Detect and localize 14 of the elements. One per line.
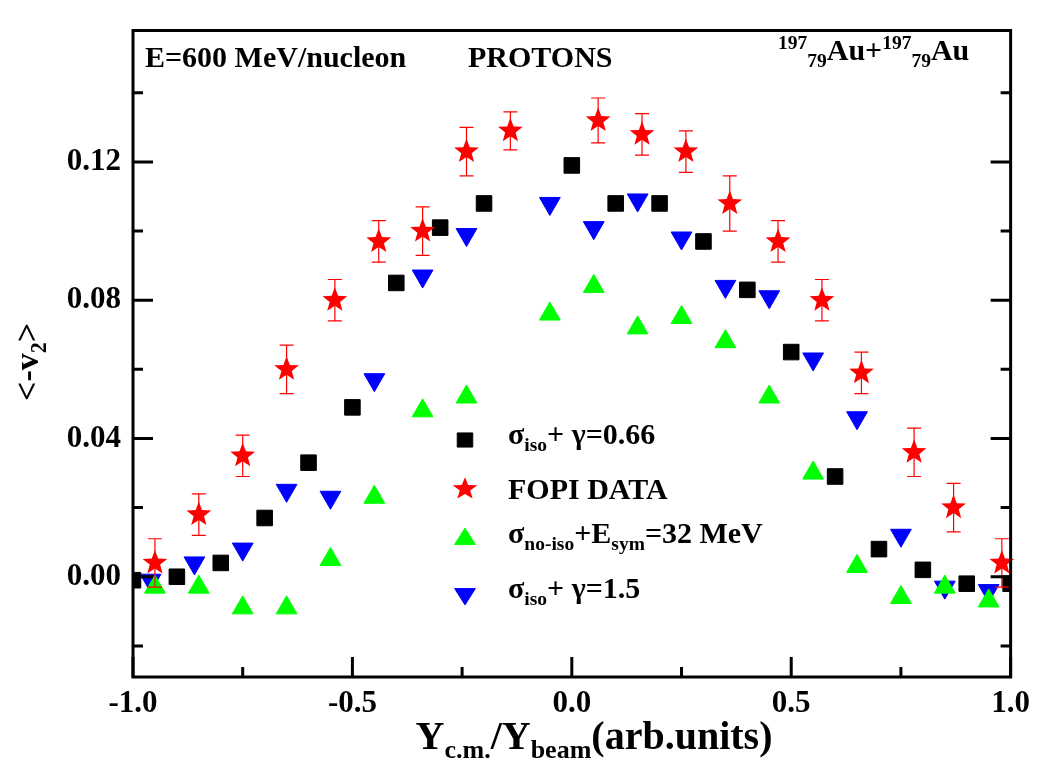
annotation: E=600 MeV/nucleon [145, 40, 407, 74]
legend-label: σ$_{no-iso}$+E$_{sym}$=32 MeV [508, 515, 763, 556]
y-tick-label: 0.08 [66, 280, 121, 316]
annotation: PROTONS [468, 40, 613, 74]
legend-label: σ$_{iso}$+ γ=0.66 [508, 416, 656, 457]
y-tick-label: 0.12 [66, 141, 121, 177]
x-tick-label: 0.5 [771, 683, 811, 719]
y-tick-label: 0.00 [66, 556, 121, 592]
legend-label: σ$_{iso}$+ γ=1.5 [508, 570, 641, 611]
y-tick-label: 0.04 [66, 418, 121, 454]
x-tick-label: 1.0 [991, 683, 1030, 719]
x-tick-label: -1.0 [108, 683, 158, 719]
legend-label: FOPI DATA [508, 471, 668, 507]
x-tick-label: -0.5 [327, 683, 377, 719]
